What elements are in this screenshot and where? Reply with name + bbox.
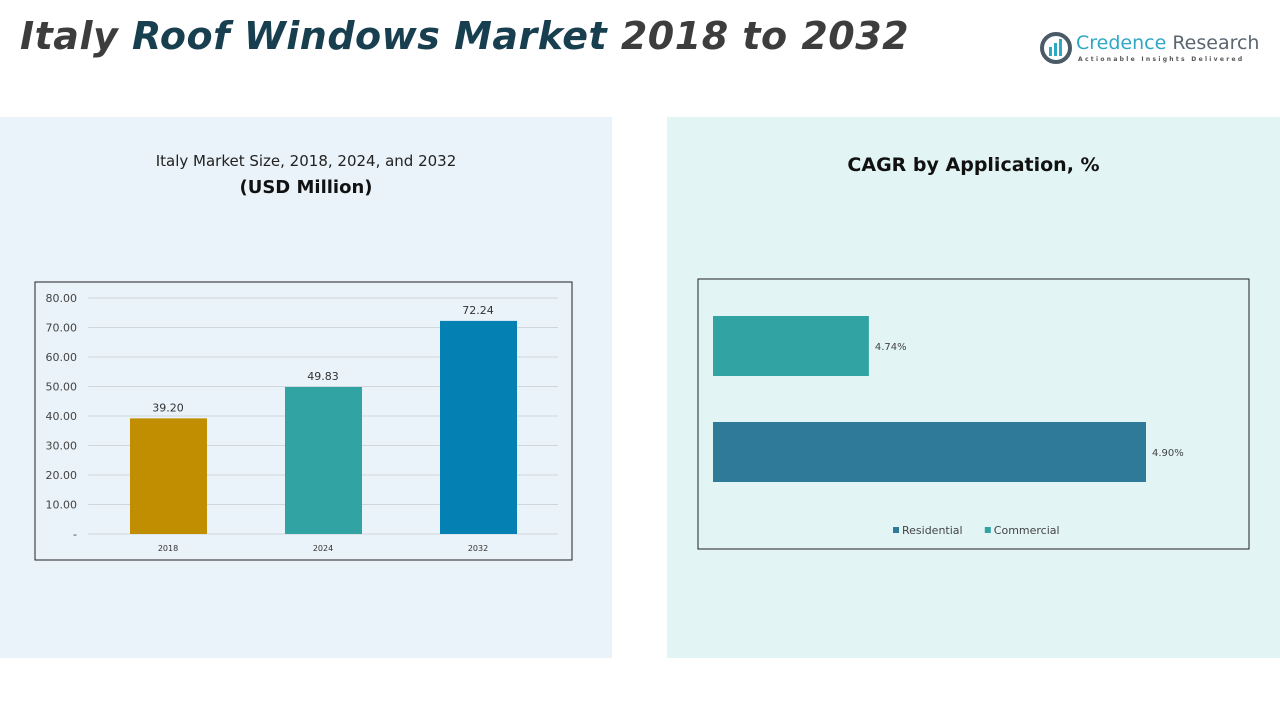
data-label: 72.24: [462, 304, 494, 317]
logo-name: Credence Research: [1076, 32, 1260, 54]
y-tick-label: 50.00: [46, 381, 78, 394]
chart-frame: [697, 278, 1250, 550]
bar: [130, 418, 207, 534]
legend-swatch: [984, 527, 991, 533]
legend-label: Commercial: [994, 524, 1060, 537]
bar: [713, 316, 869, 376]
y-tick-label: 60.00: [46, 351, 78, 364]
x-tick-label: 2032: [468, 544, 488, 553]
data-label: 4.74%: [875, 342, 907, 353]
y-tick-label: 10.00: [46, 499, 78, 512]
data-label: 4.90%: [1152, 448, 1184, 459]
y-tick-label: 30.00: [46, 440, 78, 453]
y-tick-label: 20.00: [46, 469, 78, 482]
title-part: Roof Windows Market: [131, 14, 608, 58]
legend-label: Residential: [902, 524, 963, 537]
legend-swatch: [893, 527, 899, 533]
data-label: 39.20: [152, 401, 184, 414]
logo-tagline: Actionable Insights Delivered: [1078, 56, 1245, 63]
bar: [285, 387, 362, 534]
x-tick-label: 2018: [158, 544, 178, 553]
chart-title: CAGR by Application, %: [847, 154, 1100, 176]
title-part: Italy: [20, 14, 132, 58]
chart-frame: [34, 281, 573, 561]
bar: [440, 320, 517, 534]
data-label: 49.83: [307, 370, 339, 383]
y-tick-label: 80.00: [46, 292, 78, 305]
bar: [713, 422, 1146, 482]
page-title: Italy Roof Windows Market 2018 to 2032: [20, 14, 909, 58]
logo-icon: [1040, 32, 1072, 64]
cagr-panel: [667, 117, 1280, 658]
y-tick-label: -: [73, 528, 77, 541]
y-tick-label: 40.00: [46, 410, 78, 423]
y-tick-label: 70.00: [46, 322, 78, 335]
chart-title: Italy Market Size, 2018, 2024, and 2032: [155, 152, 457, 170]
x-tick-label: 2024: [313, 544, 333, 553]
title-part: 2018 to 2032: [607, 14, 910, 58]
chart-subtitle: (USD Million): [239, 177, 373, 198]
